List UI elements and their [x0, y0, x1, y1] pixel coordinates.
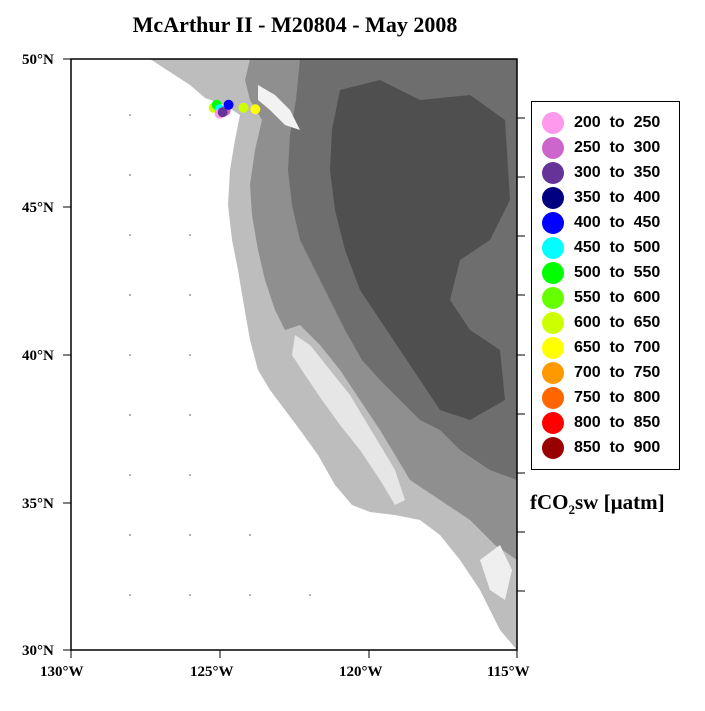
legend-label: 600 to 650 [574, 314, 661, 331]
lon-label-115: 115°W [487, 664, 530, 680]
land-peaks [330, 80, 510, 420]
data-point [238, 102, 249, 113]
legend-swatch [542, 362, 564, 384]
units-subscript: 2 [568, 502, 576, 518]
legend-swatch [542, 312, 564, 334]
units-pre: fCO [530, 490, 569, 514]
legend-label: 550 to 600 [574, 289, 661, 306]
legend-swatch [542, 437, 564, 459]
data-point [223, 99, 234, 110]
lat-label-45: 45°N [22, 200, 54, 216]
legend-label: 850 to 900 [574, 439, 661, 456]
legend-item: 550 to 600 [542, 287, 660, 309]
legend-label: 650 to 700 [574, 339, 661, 356]
lat-label-35: 35°N [22, 496, 54, 512]
legend-label: 350 to 400 [574, 189, 661, 206]
legend-label: 700 to 750 [574, 364, 661, 381]
legend-item: 600 to 650 [542, 312, 660, 334]
legend-item: 850 to 900 [542, 437, 660, 459]
fco2-points [208, 99, 261, 119]
legend-label: 450 to 500 [574, 239, 661, 256]
grid-dots [129, 114, 311, 596]
legend-swatch [542, 387, 564, 409]
legend-swatch [542, 262, 564, 284]
lat-label-50: 50°N [22, 52, 54, 68]
lon-label-125: 125°W [190, 664, 234, 680]
legend-item: 700 to 750 [542, 362, 660, 384]
legend-item: 250 to 300 [542, 137, 660, 159]
axis-ticks [63, 58, 525, 658]
legend-swatch [542, 287, 564, 309]
legend-swatch [542, 112, 564, 134]
legend-swatch [542, 137, 564, 159]
legend-swatch [542, 212, 564, 234]
lat-label-30: 30°N [22, 643, 54, 659]
baja-white [480, 545, 512, 600]
data-point [250, 104, 261, 115]
legend-item: 400 to 450 [542, 212, 660, 234]
legend-item: 300 to 350 [542, 162, 660, 184]
coastal-white [258, 85, 300, 130]
units-post: sw [µatm] [575, 490, 665, 514]
legend-label: 500 to 550 [574, 264, 661, 281]
data-point [217, 107, 228, 118]
legend-label: 200 to 250 [574, 114, 661, 131]
legend-item: 350 to 400 [542, 187, 660, 209]
legend-label: 400 to 450 [574, 214, 661, 231]
legend-item: 200 to 250 [542, 112, 660, 134]
color-legend: 200 to 250 250 to 300 300 to 350 350 to 400… [531, 101, 680, 470]
legend-item: 450 to 500 [542, 237, 660, 259]
legend-swatch [542, 237, 564, 259]
units-label: fCO2sw [µatm] [530, 490, 665, 518]
legend-swatch [542, 337, 564, 359]
lat-label-40: 40°N [22, 348, 54, 364]
lon-label-130: 130°W [40, 664, 84, 680]
lon-label-120: 120°W [339, 664, 383, 680]
legend-item: 750 to 800 [542, 387, 660, 409]
legend-label: 750 to 800 [574, 389, 661, 406]
legend-label: 800 to 850 [574, 414, 661, 431]
legend-swatch [542, 162, 564, 184]
central-valley [292, 335, 405, 505]
legend-item: 650 to 700 [542, 337, 660, 359]
legend-label: 300 to 350 [574, 164, 661, 181]
legend-swatch [542, 187, 564, 209]
legend-item: 800 to 850 [542, 412, 660, 434]
map-title: McArthur II - M20804 - May 2008 [132, 12, 458, 37]
legend-item: 500 to 550 [542, 262, 660, 284]
land-topography [150, 59, 517, 650]
legend-label: 250 to 300 [574, 139, 661, 156]
legend-swatch [542, 412, 564, 434]
